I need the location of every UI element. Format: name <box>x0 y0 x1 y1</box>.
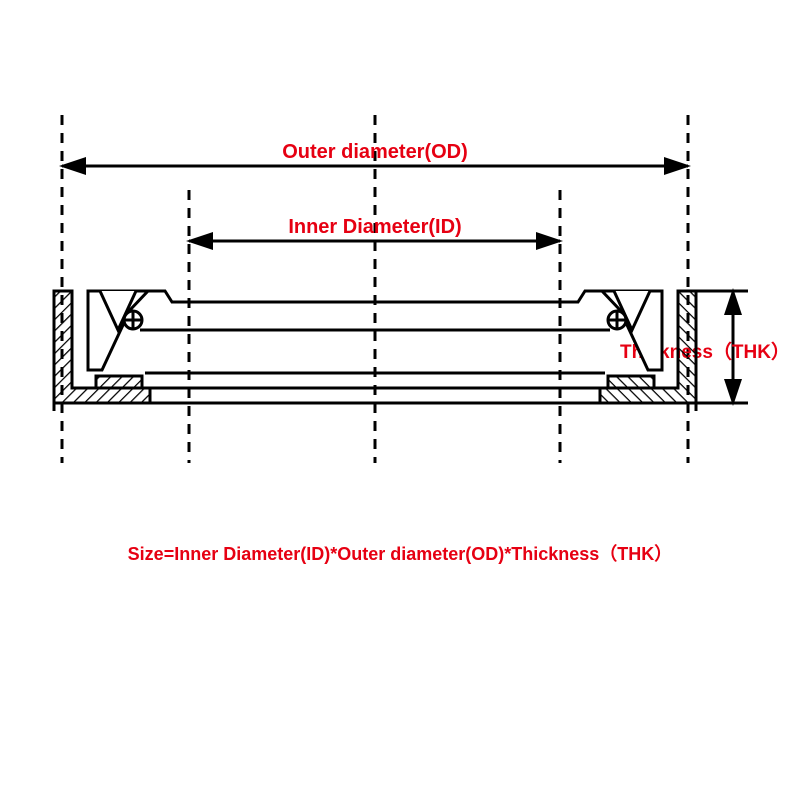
od-dimension: Outer diameter(OD) <box>62 141 688 166</box>
id-dimension: Inner Diameter(ID) <box>189 216 560 241</box>
size-formula: Size=Inner Diameter(ID)*Outer diameter(O… <box>128 544 673 564</box>
seal-cross-section-left <box>54 291 150 411</box>
od-label: Outer diameter(OD) <box>282 141 468 163</box>
seal-cross-section-right <box>600 291 696 411</box>
oil-seal-diagram: Outer diameter(OD) Inner Diameter(ID) Th… <box>0 0 800 800</box>
id-label: Inner Diameter(ID) <box>288 216 461 238</box>
